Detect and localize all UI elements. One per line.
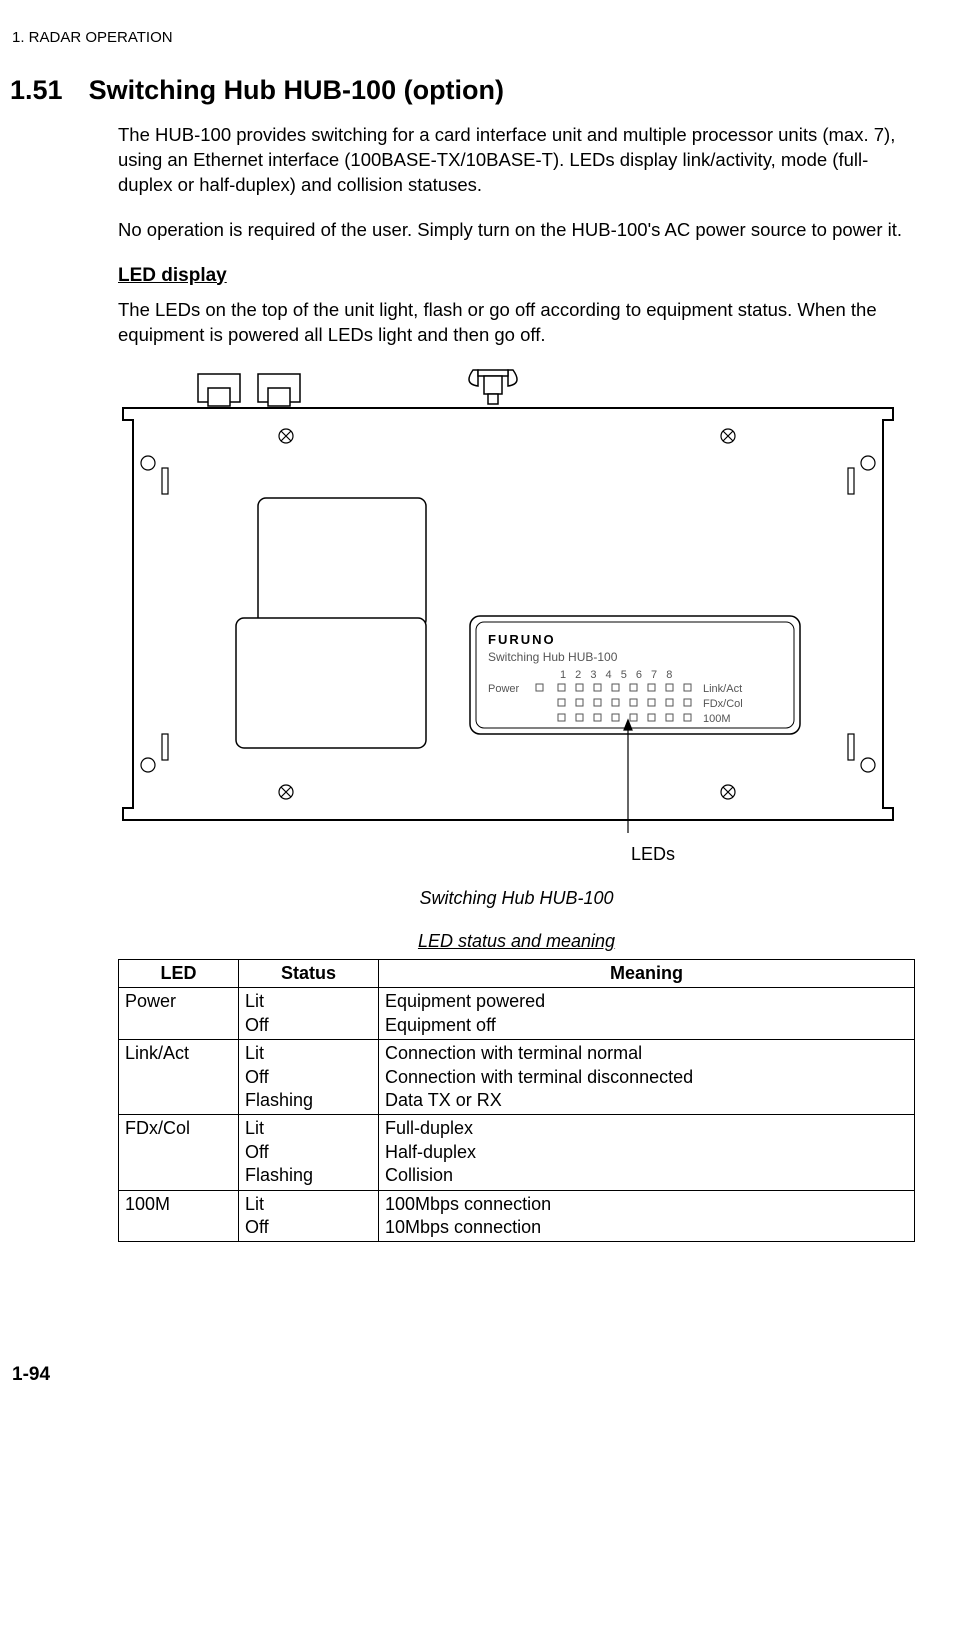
section-title: Switching Hub HUB-100 (option): [89, 72, 504, 108]
brand-text: FURUNO: [488, 632, 556, 647]
fdx-col-label: FDx/Col: [703, 698, 743, 710]
power-label: Power: [488, 683, 520, 695]
cell-status: LitOff: [239, 1190, 379, 1242]
model-text: Switching Hub HUB-100: [488, 650, 618, 664]
chassis-outline: [123, 408, 893, 820]
cell-led: Link/Act: [119, 1040, 239, 1115]
section-number: 1.51: [10, 72, 63, 108]
cell-meaning: Full-duplexHalf-duplexCollision: [379, 1115, 915, 1190]
cell-led: Power: [119, 988, 239, 1040]
paragraph-1: The HUB-100 provides switching for a car…: [118, 123, 915, 198]
cell-status: LitOffFlashing: [239, 1040, 379, 1115]
top-block-1-inner: [208, 388, 230, 406]
top-block-2-inner: [268, 388, 290, 406]
cell-led: 100M: [119, 1190, 239, 1242]
hub-diagram: FURUNO Switching Hub HUB-100 1 2 3 4 5 6…: [118, 368, 915, 866]
table-row: Link/Act LitOffFlashing Connection with …: [119, 1040, 915, 1115]
cell-meaning: Equipment poweredEquipment off: [379, 988, 915, 1040]
led-status-table: LED Status Meaning Power LitOff Equipmen…: [118, 959, 915, 1242]
panel-lower: [236, 618, 426, 748]
cell-meaning: Connection with terminal normalConnectio…: [379, 1040, 915, 1115]
th-led: LED: [119, 960, 239, 988]
table-caption: LED status and meaning: [118, 929, 915, 953]
table-header-row: LED Status Meaning: [119, 960, 915, 988]
led-callout-label: LEDs: [118, 842, 915, 866]
cell-status: LitOffFlashing: [239, 1115, 379, 1190]
table-row: FDx/Col LitOffFlashing Full-duplexHalf-d…: [119, 1115, 915, 1190]
cell-meaning: 100Mbps connection10Mbps connection: [379, 1190, 915, 1242]
hub-diagram-svg: FURUNO Switching Hub HUB-100 1 2 3 4 5 6…: [118, 368, 898, 838]
cell-status: LitOff: [239, 988, 379, 1040]
wing-nut-icon: [469, 370, 517, 404]
th-meaning: Meaning: [379, 960, 915, 988]
subheading-led-display: LED display: [118, 263, 915, 289]
cell-led: FDx/Col: [119, 1115, 239, 1190]
page-header: 1. RADAR OPERATION: [12, 28, 915, 48]
paragraph-3: The LEDs on the top of the unit light, f…: [118, 298, 915, 348]
th-status: Status: [239, 960, 379, 988]
led-label-panel: FURUNO Switching Hub HUB-100 1 2 3 4 5 6…: [470, 616, 800, 734]
figure-caption: Switching Hub HUB-100: [118, 886, 915, 910]
link-act-label: Link/Act: [703, 683, 742, 695]
table-row: Power LitOff Equipment poweredEquipment …: [119, 988, 915, 1040]
page-number: 1-94: [12, 1362, 915, 1388]
paragraph-2: No operation is required of the user. Si…: [118, 218, 915, 243]
panel-upper: [258, 498, 426, 628]
100m-label: 100M: [703, 713, 731, 725]
section-heading: 1.51 Switching Hub HUB-100 (option): [10, 72, 915, 108]
table-row: 100M LitOff 100Mbps connection10Mbps con…: [119, 1190, 915, 1242]
led-numbers: 1 2 3 4 5 6 7 8: [560, 669, 675, 681]
